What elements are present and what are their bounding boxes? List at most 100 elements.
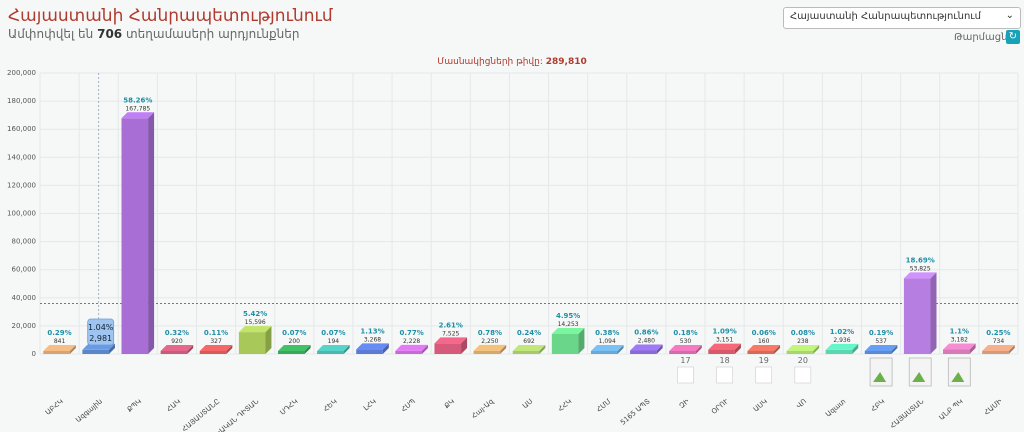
bar-side (813, 345, 820, 354)
bar-side (187, 345, 194, 354)
bar-percent-label: 0.19% (869, 329, 893, 337)
bar-value-label: 734 (993, 338, 1005, 345)
bar-value-label: 2,228 (403, 338, 420, 345)
category-label: ԱՍ (521, 397, 534, 410)
tooltip: 1.04% 2,981 (87, 318, 115, 346)
bar-side (108, 343, 115, 354)
bar-value-label: 200 (289, 338, 301, 345)
bar-side (930, 272, 937, 354)
bar-front (708, 349, 735, 354)
broken-image-icon (951, 372, 965, 382)
refresh-icon: ↻ (1008, 31, 1018, 42)
page-title: Հայաստանի Հանրապետությունում (8, 6, 333, 26)
bar-percent-label: 58.26% (123, 96, 152, 104)
category-label: ՔԿ (443, 397, 456, 410)
bar-top (747, 345, 781, 351)
logo-number: 17 (680, 356, 690, 365)
tooltip-value: 2,981 (89, 334, 112, 343)
y-tick-label: 0 (32, 350, 36, 358)
party-logo (716, 366, 733, 384)
chevron-down-icon: ⌄ (1005, 10, 1014, 21)
bar-top (317, 345, 350, 351)
bar-percent-label: 0.24% (517, 329, 541, 337)
bar-value-label: 920 (171, 338, 183, 345)
category-label: ՀԲԿ (870, 397, 887, 413)
bar-side (343, 345, 350, 354)
bar-value-label: 327 (210, 338, 222, 345)
bar-side (148, 112, 155, 354)
y-tick-label: 160,000 (7, 125, 36, 133)
bar-value-label: 7,525 (442, 330, 459, 337)
bar-top (864, 345, 898, 351)
logo-number: 20 (798, 356, 808, 365)
bar-front (199, 351, 227, 354)
bar-side (539, 345, 546, 354)
category-label: ՀԵԿ (322, 397, 339, 413)
category-label: ԱՍԿ (752, 397, 769, 413)
bar-top (669, 345, 702, 351)
category-label: ՀԱՅԱՍՏԱՆԸ (181, 397, 222, 432)
bar-side (656, 344, 663, 354)
bar-front (630, 350, 657, 354)
bar-top (160, 345, 194, 351)
bar-percent-label: 0.78% (478, 329, 502, 337)
bar-value-label: 841 (54, 338, 66, 345)
bar-front (512, 351, 540, 354)
bar-series (43, 112, 1015, 354)
refresh-button[interactable]: ↻ (1006, 30, 1020, 44)
bar-front (473, 350, 501, 354)
bar-front (551, 333, 579, 354)
bar-top (121, 112, 155, 119)
summary-count: 706 (97, 27, 123, 41)
bar-side (891, 345, 898, 354)
summary-suffix: տեղամասերի արդյունքներ (125, 27, 300, 41)
bar-percent-label: 0.11% (204, 329, 228, 337)
bar-labels: 0.29%841 58.26%167,785 0.32%920 0.11%327 5.4… (47, 96, 1010, 345)
bar-value-label: 692 (523, 338, 535, 345)
bar-side (695, 345, 702, 354)
bar-side (304, 345, 311, 354)
bar-front (825, 349, 853, 354)
bar-front (943, 349, 970, 354)
bar-front (356, 349, 383, 354)
bar-value-label: 167,785 (125, 105, 150, 112)
bar-percent-label: 2.61% (439, 321, 463, 329)
region-select[interactable]: Հայաստանի Հանրապետությունում ⌄ (783, 7, 1021, 29)
bar-front (747, 351, 775, 354)
bar-top (395, 344, 428, 351)
bar-value-label: 14,253 (558, 321, 579, 328)
bar-front (864, 351, 892, 354)
category-label: 5165 ԱՊՏ (619, 397, 652, 426)
party-logo (755, 366, 773, 384)
bar-value-label: 3,151 (716, 337, 733, 344)
bar-top (512, 345, 546, 351)
category-label: Ազգային (74, 397, 104, 424)
broken-image-icon (912, 372, 926, 382)
bar-front (121, 118, 149, 354)
bar-value-label: 3,182 (951, 337, 968, 344)
bar-front (669, 351, 696, 354)
bar-top (943, 343, 976, 350)
category-label: ԱՆԲ ՊԿ (938, 397, 965, 421)
bar-value-label: 160 (758, 338, 770, 345)
bar-percent-label: 1.1% (950, 328, 969, 336)
bar-percent-label: 0.25% (986, 329, 1010, 337)
bar-top (903, 272, 937, 279)
category-label: ՀՍՊ (400, 397, 417, 413)
bar-top (238, 326, 272, 333)
participants-count: Մասնակիցների թիվը: 289,810 (0, 57, 1024, 67)
bar-side (578, 327, 585, 354)
bar-front (160, 351, 188, 354)
bar-value-label: 1,094 (599, 338, 616, 345)
bar-side (421, 344, 428, 354)
category-label: ԼՀԿ (362, 397, 378, 412)
participants-value: 289,810 (545, 57, 587, 67)
bar-front (43, 351, 70, 354)
party-logo (677, 366, 694, 384)
bar-side (69, 345, 76, 354)
results-summary: Ամփոփվել են 706 տեղամասերի արդյունքներ (8, 27, 300, 41)
region-select-value: Հայաստանի Հանրապետությունում (790, 11, 981, 22)
bar-side (734, 343, 741, 354)
